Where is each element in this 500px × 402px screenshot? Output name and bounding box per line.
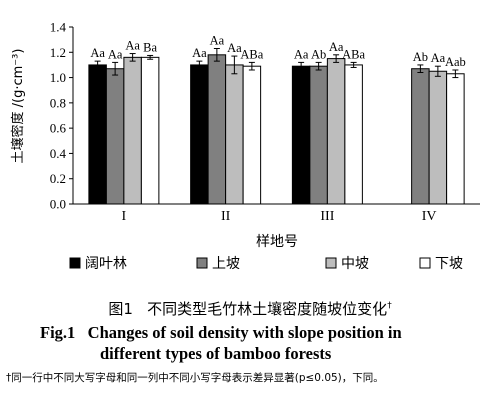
bar	[291, 65, 311, 205]
bar-label: Ba	[143, 40, 157, 54]
legend: 阔叶林 上坡 中坡 下坡	[69, 256, 463, 272]
y-tick-label: 0.6	[50, 121, 67, 136]
y-axis-label: 土壤密度 /(g·cm⁻³)	[10, 49, 26, 164]
y-tick-label: 1.2	[50, 45, 66, 60]
bar-label: Aa	[108, 47, 123, 61]
bar	[190, 64, 209, 205]
bar	[225, 64, 244, 205]
legend-label: 阔叶林	[85, 256, 127, 272]
bar-label: Aa	[210, 33, 225, 47]
bar	[428, 70, 448, 205]
x-axis: I II III IV	[73, 203, 480, 224]
bar	[446, 73, 465, 205]
caption-cn-mark: †	[387, 301, 392, 311]
caption-en-line2: different types of bamboo forests	[100, 344, 332, 363]
bar-label: Aa	[90, 46, 105, 60]
bar-label: ABa	[240, 47, 263, 61]
bar-label: Ab	[413, 50, 428, 64]
y-tick-label: 0.4	[50, 146, 67, 161]
caption-cn-title: 不同类型毛竹林土壤密度随坡位变化	[147, 300, 388, 318]
legend-label: 上坡	[212, 256, 240, 272]
bar	[207, 54, 227, 205]
legend-label: 中坡	[341, 256, 369, 272]
bar	[123, 56, 142, 205]
y-tick-label: 0.0	[50, 197, 66, 212]
y-tick-label: 0.2	[50, 171, 66, 186]
bar-label: Aa	[329, 40, 344, 54]
x-tick-label: IV	[422, 209, 437, 224]
x-tick-label: III	[320, 209, 334, 224]
y-axis: 0.0 0.2 0.4 0.6 0.8 1.0 1.2 1.4	[50, 20, 74, 212]
bar	[326, 58, 346, 205]
caption-cn-prefix: 图1	[108, 300, 133, 318]
y-tick-label: 1.0	[50, 70, 66, 85]
bar-label: Aa	[125, 39, 140, 53]
caption-en-line1: Changes of soil density with slope posit…	[87, 323, 402, 342]
bar-label: Aa	[192, 46, 207, 60]
legend-swatch	[69, 257, 81, 269]
x-axis-label: 样地号	[256, 234, 298, 250]
bar	[140, 56, 160, 205]
bar	[411, 68, 430, 205]
bar	[242, 65, 262, 205]
bar-label: Aa	[431, 51, 446, 65]
legend-swatch	[419, 257, 431, 269]
legend-label: 下坡	[435, 256, 463, 272]
caption-en-prefix: Fig.1	[40, 323, 76, 342]
bar	[309, 65, 328, 205]
y-tick-label: 0.8	[50, 95, 66, 110]
x-tick-label: I	[122, 209, 127, 224]
bar	[88, 64, 107, 205]
bar-label: Aa	[227, 41, 242, 55]
bar	[344, 64, 363, 205]
footnote: †同一行中不同大写字母和同一列中不同小写字母表示差异显著(p≤0.05)，下同。	[6, 372, 384, 384]
y-tick-label: 1.4	[50, 20, 67, 35]
figure-caption-en: Fig.1 Changes of soil density with slope…	[40, 322, 500, 364]
bar-label: Aab	[445, 55, 466, 69]
figure-caption-cn: 图1 不同类型毛竹林土壤密度随坡位变化†	[0, 298, 500, 319]
x-tick-label: II	[221, 209, 231, 224]
bar	[105, 68, 125, 205]
bar-label: Ab	[311, 47, 326, 61]
legend-swatch	[196, 257, 208, 269]
legend-swatch	[325, 257, 337, 269]
bar-label: Aa	[294, 47, 309, 61]
bar-label: ABa	[342, 47, 365, 61]
